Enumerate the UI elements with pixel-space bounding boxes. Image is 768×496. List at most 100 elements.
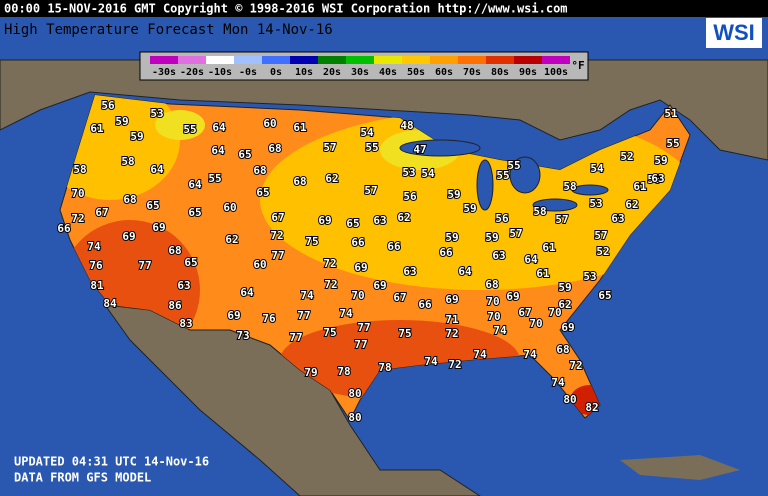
lake [571,184,609,196]
temperature-label: 69 [561,321,574,334]
temperature-label: 78 [337,365,350,378]
temperature-label: 68 [556,343,569,356]
temperature-label: 54 [421,167,435,180]
legend-swatch [346,56,374,64]
temperature-label: 80 [348,411,361,424]
temperature-label: 84 [103,297,117,310]
temperature-label: 83 [179,317,192,330]
temperature-label: 59 [130,130,143,143]
temperature-label: 69 [227,309,240,322]
temperature-label: 75 [398,327,411,340]
temperature-label: 76 [89,259,103,272]
temperature-label: 67 [95,206,108,219]
temperature-label: 55 [507,159,520,172]
temperature-label: 61 [542,241,556,254]
temperature-label: 73 [236,329,249,342]
temperature-label: 58 [121,155,134,168]
temperature-label: 67 [518,306,531,319]
temperature-label: 69 [373,279,386,292]
legend-swatch [514,56,542,64]
temperature-label: 59 [558,281,571,294]
temperature-label: 68 [268,142,281,155]
temperature-label: 63 [651,172,664,185]
lake [509,156,541,194]
canada [0,59,768,161]
temperature-label: 72 [445,327,458,340]
temperature-label: 63 [492,249,505,262]
temperature-label: 64 [188,178,202,191]
footer-line: DATA FROM GFS MODEL [14,471,151,485]
legend-swatch [542,56,570,64]
temperature-label: 67 [393,291,406,304]
temperature-label: 67 [271,211,284,224]
temperature-label: 74 [523,348,537,361]
temperature-label: 65 [146,199,159,212]
temperature-label: 86 [168,299,182,312]
legend-swatch [486,56,514,64]
temperature-label: 61 [90,122,104,135]
temperature-label: 70 [548,306,561,319]
temperature-label: 64 [240,286,254,299]
temperature-label: 65 [598,289,611,302]
temperature-label: 69 [445,293,458,306]
temperature-label: 57 [594,229,607,242]
temperature-label: 77 [271,249,284,262]
temperature-label: 58 [73,163,86,176]
temperature-label: 60 [263,117,276,130]
temperature-label: 56 [101,99,115,112]
header: 00:00 15-NOV-2016 GMT Copyright © 1998-2… [4,2,568,16]
temperature-label: 56 [647,173,661,186]
temperature-label: 71 [445,313,459,326]
temperature-label: 64 [211,144,225,157]
temperature-label: 55 [496,169,509,182]
temperature-label: 55 [208,172,221,185]
temperature-label: 62 [225,233,238,246]
temperature-label: 72 [324,278,337,291]
legend-label: -10s [208,67,232,78]
legend-swatch [458,56,486,64]
temperature-label: 79 [304,366,317,379]
temperature-label: 69 [506,290,519,303]
temperature-label: 72 [323,257,336,270]
legend-label: 80s [491,67,509,78]
temperature-label: 47 [413,143,426,156]
temperature-label: 68 [485,278,498,291]
temperature-label: 66 [387,240,401,253]
temperature-label: 77 [297,309,310,322]
temperature-label: 64 [212,121,226,134]
temperature-label: 75 [305,235,318,248]
temperature-label: 53 [589,197,602,210]
temperature-label: 56 [495,212,509,225]
temperature-label: 59 [115,115,128,128]
temperature-label: 76 [262,312,276,325]
temperature-label: 66 [351,236,365,249]
legend-label: 30s [351,67,369,78]
temperature-label: 77 [357,321,370,334]
temperature-label: 55 [183,123,196,136]
temperature-label: 74 [493,324,507,337]
legend-unit: °F [571,59,584,72]
temperature-label: 70 [71,187,84,200]
legend-label: -20s [180,67,204,78]
legend-label: 70s [463,67,481,78]
temperature-label: 60 [223,201,236,214]
legend-label: 100s [544,67,568,78]
temperature-label: 62 [397,211,410,224]
shade-40s [155,110,205,140]
temperature-label: 80 [563,393,576,406]
temperature-label: 70 [486,295,499,308]
temperature-label: 48 [400,119,413,132]
caribbean [620,455,740,480]
temperature-label: 70 [351,289,364,302]
temperature-label: 61 [293,121,307,134]
temperature-label: 59 [463,202,476,215]
temperature-label: 80 [348,387,361,400]
temperature-label: 64 [458,265,472,278]
temperature-label: 57 [364,184,377,197]
legend-label: -30s [152,67,176,78]
temperature-label: 81 [90,279,104,292]
temperature-label: 63 [403,265,416,278]
temperature-label: 68 [253,164,266,177]
temperature-label: 53 [402,166,415,179]
temperature-label: 66 [57,222,71,235]
